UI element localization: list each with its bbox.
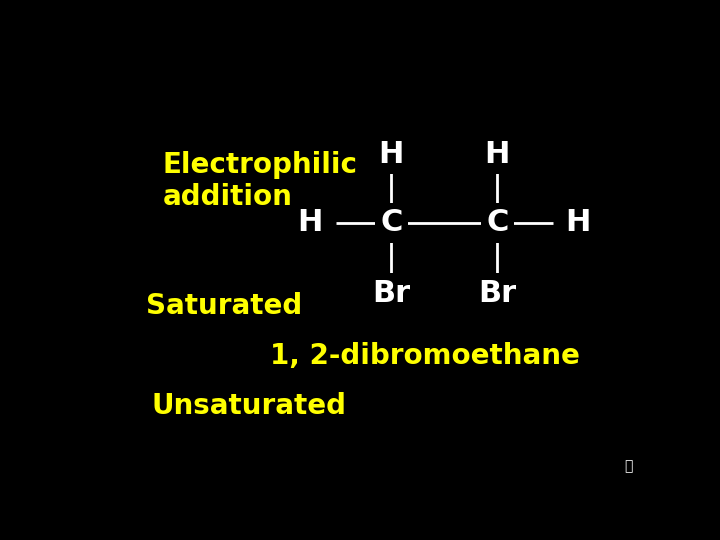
Text: 1, 2-dibromoethane: 1, 2-dibromoethane (270, 342, 580, 370)
Text: H: H (566, 208, 591, 237)
Text: H: H (485, 140, 510, 168)
Text: Unsaturated: Unsaturated (151, 392, 346, 420)
Text: Br: Br (478, 279, 516, 308)
Text: Electrophilic
addition: Electrophilic addition (163, 151, 358, 212)
Text: H: H (379, 140, 404, 168)
Text: Br: Br (372, 279, 410, 308)
Text: Saturated: Saturated (145, 292, 302, 320)
Text: C: C (486, 208, 508, 237)
Text: H: H (298, 208, 323, 237)
Text: 🔊: 🔊 (624, 459, 633, 473)
Text: C: C (380, 208, 402, 237)
